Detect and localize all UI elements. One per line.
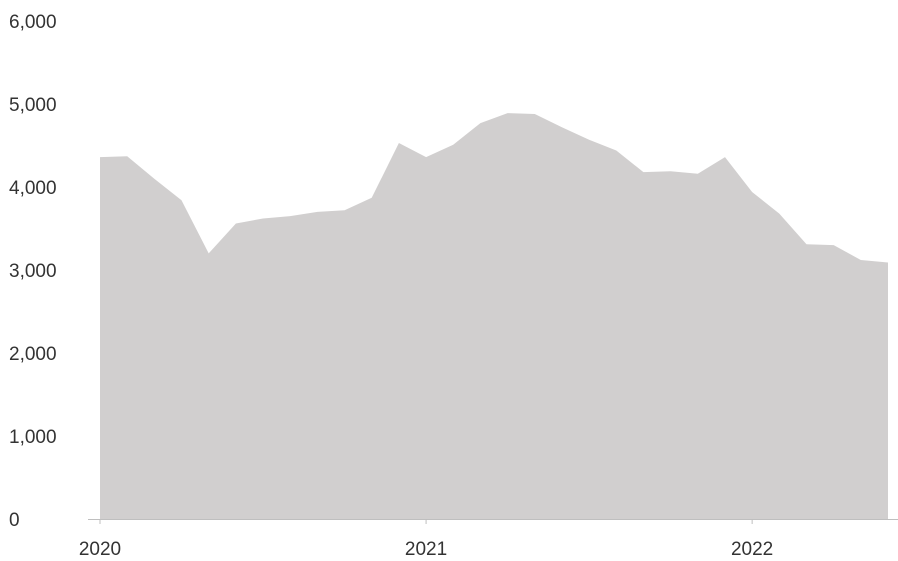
y-tick-label: 5,000	[9, 95, 57, 116]
x-axis	[88, 519, 898, 524]
y-tick-label: 2,000	[9, 344, 57, 365]
area-layer	[100, 113, 888, 519]
x-tick-label: 2022	[731, 539, 773, 560]
area-series	[100, 113, 888, 519]
y-tick-label: 0	[9, 510, 20, 531]
y-tick-label: 3,000	[9, 261, 57, 282]
x-tick-label: 2020	[79, 539, 121, 560]
y-tick-label: 1,000	[9, 427, 57, 448]
y-axis-tick-labels: 0 1,000 2,000 3,000 4,000 5,000 6,000	[9, 12, 57, 531]
y-tick-label: 4,000	[9, 178, 57, 199]
x-axis-tick-labels: 2020 2021 2022	[79, 539, 773, 560]
y-tick-label: 6,000	[9, 12, 57, 33]
x-tick-label: 2021	[405, 539, 447, 560]
